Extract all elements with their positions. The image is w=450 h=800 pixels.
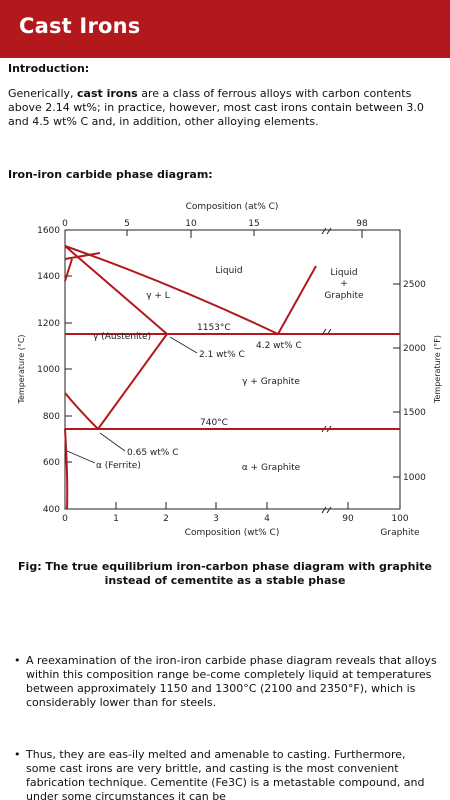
eutectic-comp-label: 4.2 wt% C [256,341,302,351]
left-tick-label: 1000 [37,365,60,375]
bottom-tick-label: 2 [163,514,169,524]
intro-paragraph: Generically, cast irons are a class of f… [8,87,424,128]
right-tick-label: 1000 [403,473,426,483]
left-tick-label: 600 [43,458,60,468]
alpha-graphite-label: α + Graphite [242,463,301,473]
intro-heading: Introduction: [8,62,90,75]
phase-diagram: 1600 1400 1200 1000 800 600 400 2500 200… [17,202,442,538]
diagram-heading: Iron-iron carbide phase diagram: [8,168,213,181]
list-item: • A reexamination of the iron-iron carbi… [14,654,437,709]
right-axis-label: Temperature (°F) [433,335,442,404]
gamma-solubility-label: 2.1 wt% C [199,350,245,360]
left-tick-label: 1400 [37,272,60,282]
liquid-label: Liquid [215,266,242,276]
top-axis-label: Composition (at% C) [186,202,279,212]
eutectoid-temp-label: 740°C [200,418,228,428]
figure-caption: Fig: The true equilibrium iron-carbon ph… [18,560,432,587]
liquid-graphite-label: Graphite [324,291,364,301]
bottom-tick-label: 90 [342,514,354,524]
bottom-tick-label: 3 [213,514,219,524]
left-tick-label: 1600 [37,226,60,236]
bottom-tick-label: 4 [264,514,270,524]
bottom-axis-label: Composition (wt% C) [185,528,280,538]
right-tick-label: 1500 [403,408,426,418]
left-tick-label: 800 [43,412,60,422]
liquid-graphite-label: + [340,279,348,289]
right-tick-label: 2500 [403,280,426,290]
left-tick-label: 400 [43,505,60,515]
page-title: Cast Irons [19,14,141,38]
bullet-icon: • [14,654,21,667]
content-scroll[interactable]: Introduction: Generically, cast irons ar… [0,58,450,800]
bottom-tick-label: 0 [62,514,68,524]
app-bar: Cast Irons [0,0,450,58]
graphite-end-label: Graphite [380,528,420,538]
top-tick-label: 10 [185,219,197,229]
left-tick-label: 1200 [37,319,60,329]
gamma-l-label: γ + L [146,291,170,301]
top-tick-label: 15 [248,219,259,229]
top-tick-label: 5 [124,219,130,229]
bottom-tick-label: 1 [113,514,119,524]
ferrite-label: α (Ferrite) [96,461,141,471]
bullet-icon: • [14,748,21,761]
list-item: • Thus, they are eas-ily melted and amen… [14,748,425,800]
bottom-tick-label: 100 [391,514,408,524]
top-tick-label: 98 [356,219,368,229]
austenite-label: γ (Austenite) [93,332,151,342]
liquid-graphite-label: Liquid [330,268,357,278]
left-axis-label: Temperature (°C) [17,334,26,404]
right-tick-label: 2000 [403,344,426,354]
eutectic-temp-label: 1153°C [197,323,231,333]
top-tick-label: 0 [62,219,68,229]
eutectoid-comp-label: 0.65 wt% C [127,448,179,458]
gamma-graphite-label: γ + Graphite [242,377,300,387]
